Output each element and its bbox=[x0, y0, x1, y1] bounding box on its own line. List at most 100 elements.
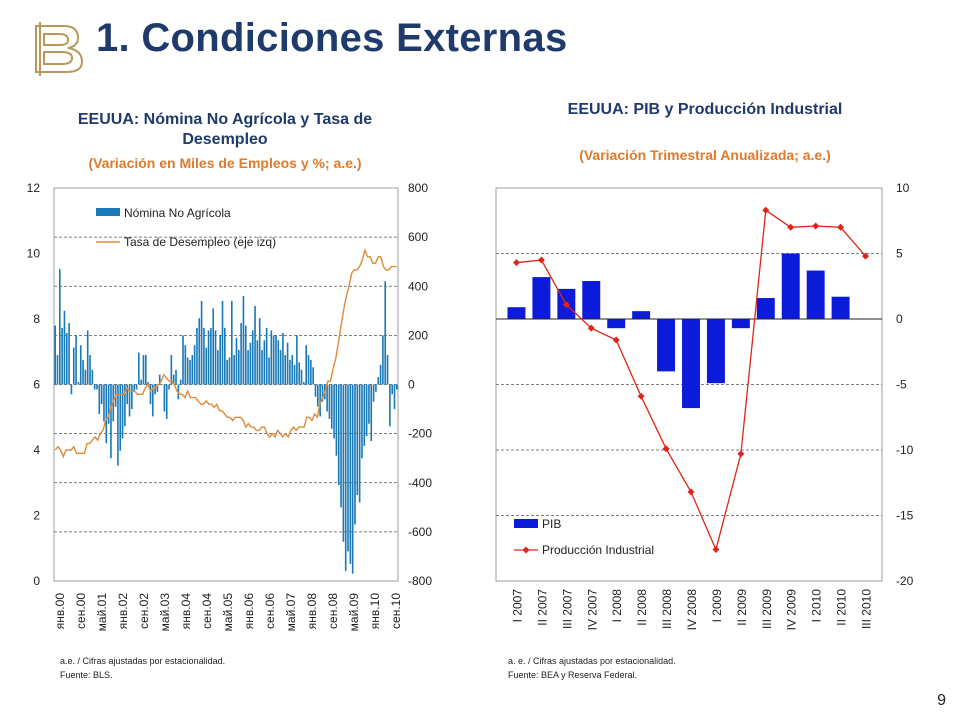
y-right-tick-label: 800 bbox=[408, 181, 428, 195]
payroll-bar bbox=[221, 300, 224, 385]
x-tick-label: янв.10 bbox=[368, 593, 382, 630]
payroll-bar bbox=[368, 384, 370, 424]
legend-label-payroll: Nómina No Agrícola bbox=[124, 206, 231, 220]
payroll-bar bbox=[335, 384, 338, 456]
payroll-bar bbox=[63, 310, 66, 385]
industrial-production-marker bbox=[837, 223, 845, 231]
payroll-bar bbox=[79, 345, 82, 385]
payroll-bar bbox=[365, 384, 368, 437]
payroll-bar bbox=[272, 335, 275, 385]
payroll-bar bbox=[261, 350, 263, 385]
legend-swatch-ip-marker bbox=[522, 546, 530, 554]
payroll-bar bbox=[242, 296, 245, 385]
payroll-bar bbox=[303, 382, 305, 385]
payroll-bar bbox=[212, 308, 215, 385]
gdp-bar bbox=[756, 298, 775, 319]
payroll-bar bbox=[344, 384, 347, 572]
payroll-bar bbox=[237, 350, 240, 385]
payroll-bar bbox=[351, 384, 354, 574]
payroll-bar bbox=[96, 384, 98, 390]
payroll-bar bbox=[293, 364, 296, 385]
industrial-production-marker bbox=[612, 336, 620, 344]
payroll-bar bbox=[170, 355, 173, 385]
payroll-bar bbox=[179, 379, 182, 385]
x-tick-label: янв.02 bbox=[116, 593, 130, 630]
payroll-bar bbox=[330, 384, 333, 429]
y-right-tick-label: 600 bbox=[408, 230, 428, 244]
industrial-production-marker bbox=[662, 445, 670, 453]
x-tick-label: май.03 bbox=[158, 593, 172, 632]
gdp-bar bbox=[682, 319, 700, 409]
payroll-bar bbox=[68, 323, 70, 385]
payroll-bar bbox=[235, 337, 238, 385]
industrial-production-marker bbox=[512, 259, 520, 267]
payroll-bar bbox=[275, 335, 277, 385]
payroll-bar bbox=[61, 328, 63, 385]
payroll-bar bbox=[203, 328, 205, 385]
payroll-bar bbox=[372, 384, 375, 402]
payroll-bar bbox=[105, 384, 108, 444]
gdp-industrial-production-chart: -20 -15 -10 -5 0 5 10 I 2007 II 2007 III 2007 IV 2… bbox=[495, 181, 914, 630]
x-category-label: III 2009 bbox=[760, 589, 774, 629]
gdp-bar bbox=[731, 319, 750, 329]
industrial-production-marker bbox=[737, 450, 745, 458]
payroll-bar bbox=[386, 355, 389, 385]
bank-logo bbox=[35, 22, 84, 76]
legend-swatch-gdp bbox=[514, 519, 538, 528]
payroll-bar bbox=[98, 384, 101, 414]
payroll-bar bbox=[56, 355, 59, 385]
unemployment-line bbox=[54, 248, 397, 459]
left-chart-title: EEUUA: Nómina No Agrícola y Tasa de Dese… bbox=[77, 111, 373, 148]
payroll-bar bbox=[165, 384, 168, 419]
plot-frame bbox=[495, 187, 883, 582]
right-note: a. e. / Cifras ajustadas por estacionali… bbox=[508, 656, 676, 666]
payroll-unemployment-chart: 0 2 4 6 8 10 12 -800 -600 -400 -200 0 200 400 600 800 ян… bbox=[27, 181, 433, 632]
plot-frame bbox=[53, 187, 399, 582]
payroll-bar bbox=[284, 355, 287, 385]
x-category-label: I 2007 bbox=[510, 589, 524, 623]
gdp-bar bbox=[831, 296, 850, 319]
y-tick-label: -5 bbox=[896, 378, 907, 392]
y-left-tick-label: 8 bbox=[33, 312, 40, 326]
x-tick-label: май.09 bbox=[347, 593, 361, 632]
left-chart-subtitle: (Variación en Miles de Empleos y %; a.e.… bbox=[88, 155, 362, 171]
x-category-label: I 2009 bbox=[710, 589, 724, 623]
x-tick-label: сен.10 bbox=[389, 593, 403, 629]
x-category-label: II 2007 bbox=[535, 589, 549, 626]
payroll-bar bbox=[389, 384, 391, 427]
payroll-bar bbox=[138, 352, 140, 385]
payroll-bar bbox=[163, 384, 166, 412]
payroll-bar bbox=[82, 359, 84, 385]
payroll-bar bbox=[110, 384, 112, 459]
y-right-tick-label: 0 bbox=[408, 378, 415, 392]
payroll-bar bbox=[191, 355, 194, 385]
y-tick-label: -10 bbox=[896, 443, 914, 457]
payroll-bar bbox=[363, 384, 366, 446]
payroll-bar bbox=[65, 332, 68, 385]
payroll-bar bbox=[296, 335, 298, 385]
x-tick-label: май.07 bbox=[284, 593, 298, 632]
y-right-tick-label: -200 bbox=[408, 427, 432, 441]
payroll-bar bbox=[305, 345, 308, 385]
payroll-bar bbox=[226, 359, 228, 385]
payroll-bar bbox=[117, 384, 119, 466]
payroll-bar bbox=[282, 332, 284, 385]
y-left-tick-label: 2 bbox=[33, 509, 40, 523]
gdp-bar bbox=[657, 319, 676, 372]
y-right-tick-label: 400 bbox=[408, 279, 428, 293]
gdp-bar bbox=[507, 307, 526, 319]
industrial-production-marker bbox=[587, 324, 595, 332]
right-chart-subtitle: (Variación Trimestral Anualizada; a.e.) bbox=[579, 147, 831, 163]
payroll-bar bbox=[377, 377, 380, 385]
payroll-bar bbox=[207, 330, 210, 385]
y-right-tick-label: 200 bbox=[408, 328, 428, 342]
payroll-bar bbox=[279, 350, 282, 385]
payroll-bar bbox=[198, 318, 201, 385]
y-left-tick-label: 6 bbox=[33, 378, 40, 392]
payroll-bar bbox=[131, 384, 133, 410]
payroll-bar bbox=[214, 330, 217, 385]
payroll-bar bbox=[144, 355, 147, 385]
payroll-bar bbox=[312, 367, 314, 385]
payroll-bar bbox=[256, 340, 259, 385]
payroll-bar bbox=[370, 384, 373, 441]
